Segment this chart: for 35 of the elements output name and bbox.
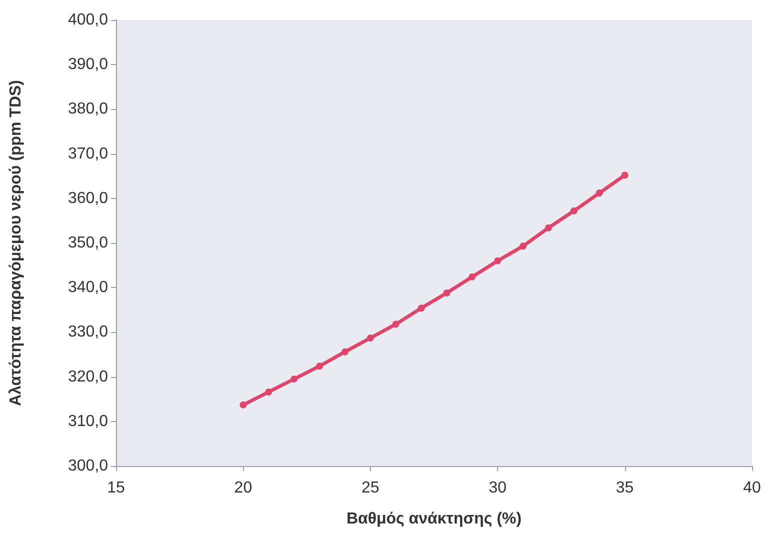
y-tick-label: 310,0: [68, 412, 108, 430]
y-tick-label: 400,0: [68, 12, 108, 28]
x-tick-label: 20: [234, 480, 252, 496]
point: [468, 273, 476, 280]
y-tick-label: 360,0: [68, 190, 108, 207]
y-tick-label: 300,0: [68, 458, 108, 474]
y-tick-label: 340,0: [68, 279, 108, 296]
x-axis-title: Βαθμός ανάκτησης (%): [346, 510, 522, 528]
point: [443, 289, 450, 296]
y-tick-label: 350,0: [68, 234, 108, 252]
y-tick-label: 380,0: [68, 100, 108, 118]
x-tick-label: 15: [107, 480, 125, 496]
point: [544, 224, 552, 232]
x-tick-label: 30: [488, 480, 507, 496]
y-tick-label: 390,0: [68, 56, 108, 74]
point: [621, 172, 628, 179]
x-tick-label: 25: [362, 480, 380, 496]
point: [596, 190, 603, 197]
x-tick-label: 40: [743, 480, 761, 496]
point: [520, 242, 527, 250]
y-tick-label: 370,0: [68, 145, 108, 162]
point: [418, 304, 425, 312]
point: [366, 334, 374, 342]
point: [316, 362, 324, 370]
point: [265, 388, 272, 396]
point: [240, 401, 247, 408]
x-tick-label: 35: [616, 480, 634, 496]
point: [290, 376, 298, 383]
y-axis-title: Αλατότητα παραγόμεμου νερού (ppm TDS): [8, 80, 24, 406]
point: [341, 348, 348, 356]
point: [392, 320, 400, 328]
point: [570, 207, 578, 214]
y-tick-label: 330,0: [68, 324, 108, 341]
point: [494, 257, 502, 264]
y-tick-label: 320,0: [68, 368, 108, 386]
